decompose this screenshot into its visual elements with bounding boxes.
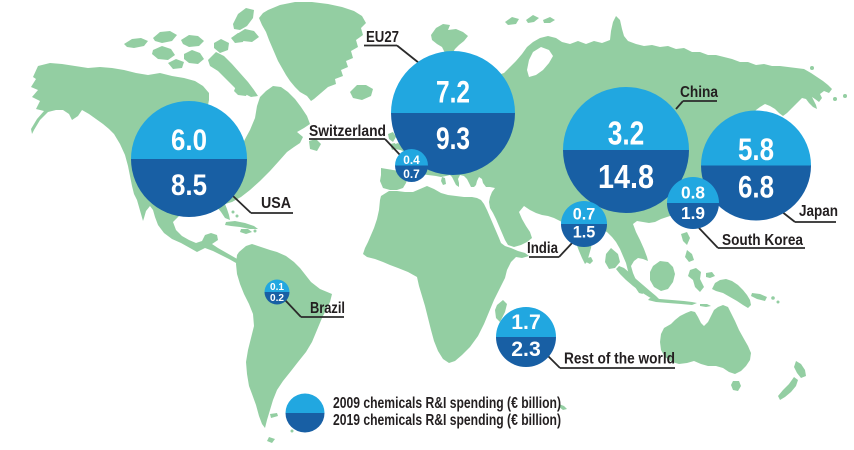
svg-text:Rest of the world: Rest of the world [564, 351, 675, 368]
svg-text:EU27: EU27 [366, 29, 399, 46]
svg-text:2019 chemicals R&I spending (€: 2019 chemicals R&I spending (€ billion) [333, 412, 561, 429]
svg-text:1.7: 1.7 [511, 310, 541, 334]
svg-text:0.1: 0.1 [270, 282, 284, 293]
svg-text:0.2: 0.2 [270, 293, 284, 304]
svg-text:1.9: 1.9 [681, 203, 705, 223]
svg-text:South Korea: South Korea [722, 232, 803, 249]
svg-text:0.7: 0.7 [403, 167, 420, 181]
svg-text:6.8: 6.8 [738, 169, 774, 205]
svg-text:India: India [527, 240, 558, 257]
svg-text:6.0: 6.0 [171, 124, 207, 157]
svg-text:9.3: 9.3 [436, 120, 470, 156]
svg-text:China: China [680, 84, 718, 101]
svg-text:2009 chemicals R&I spending (€: 2009 chemicals R&I spending (€ billion) [333, 395, 561, 412]
svg-text:5.8: 5.8 [738, 131, 774, 167]
svg-text:14.8: 14.8 [598, 158, 654, 195]
svg-text:1.5: 1.5 [573, 224, 596, 242]
svg-text:3.2: 3.2 [608, 115, 645, 152]
svg-text:0.7: 0.7 [573, 206, 596, 224]
svg-text:2.3: 2.3 [511, 337, 541, 361]
svg-text:Brazil: Brazil [310, 300, 345, 317]
svg-text:Switzerland: Switzerland [309, 123, 386, 140]
svg-text:USA: USA [261, 195, 291, 212]
svg-text:0.4: 0.4 [403, 153, 420, 167]
svg-text:7.2: 7.2 [436, 74, 470, 110]
svg-text:8.5: 8.5 [171, 169, 207, 202]
svg-text:Japan: Japan [799, 203, 838, 220]
svg-text:0.8: 0.8 [681, 183, 705, 203]
